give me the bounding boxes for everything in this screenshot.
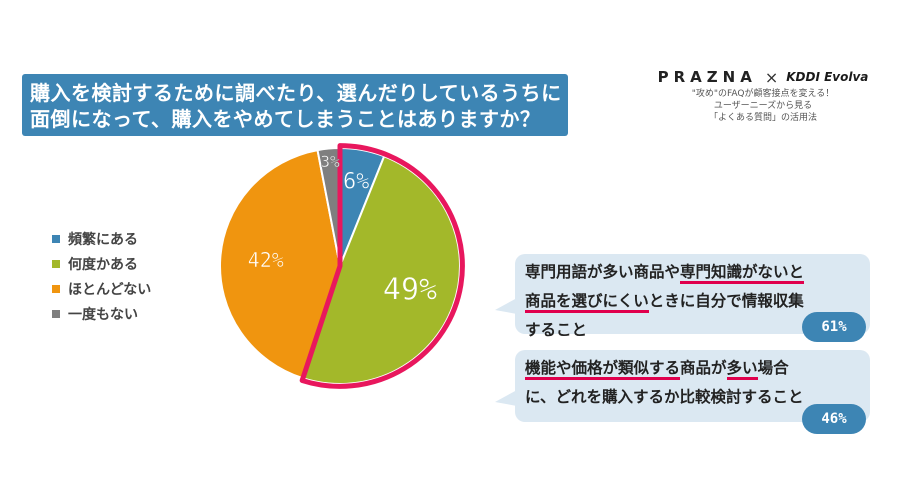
pie-label-0: 6% [343, 170, 370, 195]
brand-tagline-3: 「よくある質問」の活用法 [708, 113, 817, 123]
brand-tagline-2: ユーザーニーズから見る [713, 101, 813, 111]
legend-swatch [52, 234, 60, 243]
legend-label: 何度かある [68, 256, 138, 273]
question-line-1: 購入を検討するために調べたり、選んだりしているうちに [30, 81, 562, 105]
brand-logos: PRAZNA × KDDI Evolva [648, 66, 878, 88]
question-line-2: 面倒になって、購入をやめてしまうことはありますか？ [30, 107, 541, 131]
legend-item-1: 何度かある [52, 251, 151, 276]
pie-label-3: 3% [320, 152, 340, 171]
callout-1-percent-badge: 61% [802, 312, 866, 342]
question-banner: 購入を検討するために調べたり、選んだりしているうちに 面倒になって、購入をやめて… [22, 74, 568, 136]
legend-swatch [52, 309, 60, 318]
callout-1-tail [495, 298, 517, 314]
kddi-evolva-logo: KDDI Evolva [786, 70, 869, 84]
chart-legend: 頻繁にある何度かあるほとんどない 一度もない [52, 226, 151, 326]
pie-slice-2 [219, 148, 342, 380]
times-sign: × [764, 67, 779, 87]
legend-label: 一度もない [68, 306, 138, 323]
legend-item-3: 一度もない [52, 301, 151, 326]
pie-label-1: 49% [383, 272, 437, 307]
callout-2-tail [495, 390, 517, 406]
legend-item-0: 頻繁にある [52, 226, 151, 251]
callout-2-percent-badge: 46% [802, 404, 866, 434]
pie-label-2: 42% [248, 248, 284, 272]
legend-label: ほとんどない [68, 281, 152, 298]
legend-swatch [52, 284, 60, 293]
legend-item-2: ほとんどない [52, 276, 151, 301]
prazna-logo: PRAZNA [657, 68, 757, 86]
legend-label: 頻繁にある [68, 231, 138, 248]
highlight-outline [299, 143, 465, 389]
brand-block: PRAZNA × KDDI Evolva "攻め"のFAQが顧客接点を変える！ … [648, 66, 878, 124]
legend-swatch [52, 259, 60, 268]
brand-tagline-1: "攻め"のFAQが顧客接点を変える！ [691, 89, 835, 99]
